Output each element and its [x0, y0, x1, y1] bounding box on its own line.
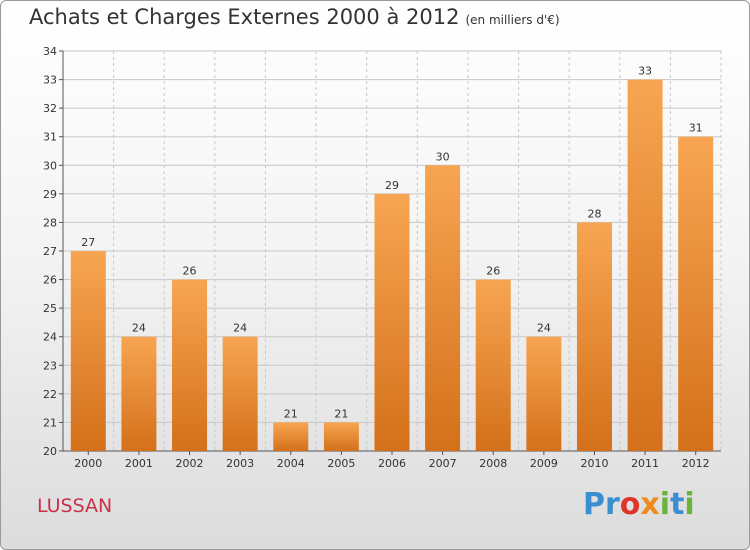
bars [70, 79, 714, 452]
data-label: 21 [284, 407, 298, 420]
data-label: 24 [132, 322, 146, 335]
data-label: 31 [689, 122, 703, 135]
logo-letter: i [684, 487, 695, 522]
x-tick-label: 2003 [226, 457, 254, 470]
bar [374, 193, 410, 451]
data-label: 24 [537, 322, 551, 335]
data-label: 28 [587, 207, 601, 220]
commune-name: LUSSAN [37, 495, 113, 517]
bar [475, 279, 511, 451]
bar [222, 336, 258, 451]
y-tick-label: 27 [43, 245, 57, 258]
bar [323, 422, 359, 451]
data-label: 29 [385, 179, 399, 192]
y-tick-label: 28 [43, 216, 57, 229]
y-tick-label: 22 [43, 388, 57, 401]
data-label: 27 [81, 236, 95, 249]
x-tick-label: 2005 [327, 457, 355, 470]
proxiti-logo[interactable]: Proxiti [583, 487, 695, 522]
x-tick-label: 2002 [176, 457, 204, 470]
logo-letter: r [605, 487, 620, 522]
bar [627, 79, 663, 452]
y-tick-label: 21 [43, 416, 57, 429]
bar [526, 336, 562, 451]
x-tick-label: 2012 [682, 457, 710, 470]
logo-letter: o [619, 487, 641, 522]
chart-subtitle: (en milliers d'€) [465, 13, 560, 27]
data-label: 33 [638, 65, 652, 78]
y-tick-label: 30 [43, 159, 57, 172]
y-tick-label: 32 [43, 102, 57, 115]
logo-letter: i [659, 487, 671, 522]
bar [172, 279, 208, 451]
chart-title: Achats et Charges Externes 2000 à 2012 (e… [29, 5, 560, 29]
y-tick-label: 23 [43, 359, 57, 372]
x-tick-label: 2009 [530, 457, 558, 470]
logo-letter: t [670, 487, 685, 522]
bar [425, 165, 461, 452]
y-tick-label: 25 [43, 302, 57, 315]
bar [273, 422, 309, 451]
data-label: 21 [334, 407, 348, 420]
bar [576, 222, 612, 451]
chart-title-text: Achats et Charges Externes 2000 à 2012 [29, 5, 460, 29]
logo-letter: x [640, 487, 660, 522]
x-tick-label: 2001 [125, 457, 153, 470]
y-tick-label: 34 [43, 45, 57, 58]
y-tick-label: 31 [43, 131, 57, 144]
data-label: 24 [233, 322, 247, 335]
logo-letter: P [583, 487, 605, 522]
x-tick-label: 2011 [631, 457, 659, 470]
x-tick-label: 2006 [378, 457, 406, 470]
data-labels: 27 24 26 24 21 21 29 30 26 24 28 33 31 [81, 65, 702, 421]
y-tick-label: 24 [43, 331, 57, 344]
bar [678, 136, 714, 451]
data-label: 26 [183, 265, 197, 278]
y-tick-label: 20 [43, 445, 57, 458]
x-tick-label: 2000 [74, 457, 102, 470]
x-tick-label: 2007 [429, 457, 457, 470]
y-tick-label: 26 [43, 274, 57, 287]
bar [121, 336, 157, 451]
y-tick-label: 33 [43, 74, 57, 87]
data-label: 26 [486, 265, 500, 278]
x-tick-label: 2010 [580, 457, 608, 470]
y-tick-label: 29 [43, 188, 57, 201]
x-tick-label: 2008 [479, 457, 507, 470]
data-label: 30 [436, 150, 450, 163]
x-tick-label: 2004 [277, 457, 305, 470]
bar [70, 251, 106, 451]
